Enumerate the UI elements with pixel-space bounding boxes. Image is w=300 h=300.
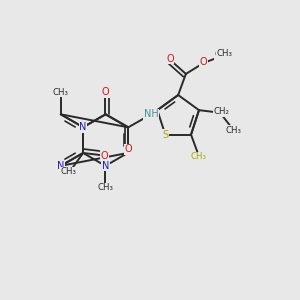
Text: CH₃: CH₃ [60, 167, 76, 176]
Text: S: S [162, 130, 168, 140]
Text: O: O [200, 57, 207, 67]
Text: N: N [57, 161, 64, 171]
Text: CH₃: CH₃ [226, 126, 242, 135]
Text: O: O [102, 87, 109, 98]
Text: CH₃: CH₃ [217, 50, 233, 58]
Text: CH₃: CH₃ [53, 88, 69, 97]
Text: CH₃: CH₃ [98, 184, 113, 193]
Text: N: N [80, 122, 87, 132]
Text: CH₃: CH₃ [191, 152, 207, 161]
Text: NH: NH [144, 109, 158, 119]
Text: N: N [102, 161, 109, 171]
Text: CH₂: CH₂ [213, 107, 229, 116]
Text: CH₂: CH₂ [215, 50, 231, 59]
Text: O: O [100, 151, 108, 160]
Text: O: O [166, 54, 174, 64]
Text: O: O [124, 144, 132, 154]
